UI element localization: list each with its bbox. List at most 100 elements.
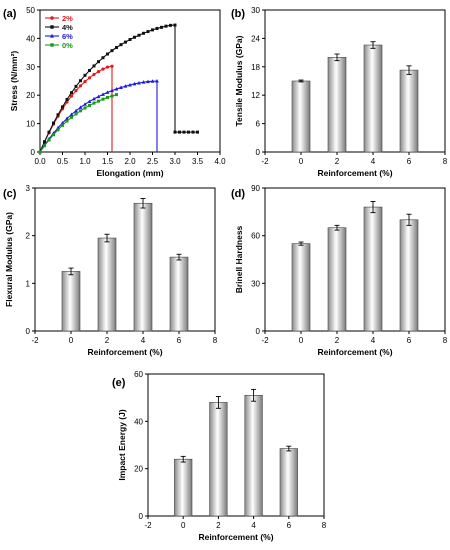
series-point (178, 130, 181, 134)
bar (327, 227, 347, 332)
series-point (164, 24, 168, 28)
x-tick-label: 2.5 (147, 157, 159, 166)
series-point (38, 150, 42, 154)
series-point (83, 102, 87, 106)
series-point (114, 86, 119, 91)
series-point (92, 96, 96, 101)
x-axis-label: Reinforcement (%) (317, 347, 392, 357)
series-point (87, 76, 92, 80)
plot-frame (264, 9, 446, 153)
x-tick-label: 3.0 (169, 157, 181, 166)
series-point (47, 130, 51, 134)
x-tick-label: 2 (216, 521, 221, 530)
series-point (182, 130, 186, 134)
panel-label: (b) (231, 8, 245, 20)
series-point (110, 64, 114, 68)
x-tick-label: 6 (287, 521, 292, 530)
bar (61, 271, 81, 332)
bar (209, 402, 228, 517)
y-tick-label: 24 (251, 34, 260, 43)
legend-swatch-marker (50, 25, 54, 29)
x-axis-label: Elongation (mm) (96, 168, 163, 178)
series-point (74, 89, 78, 93)
bar (363, 44, 383, 153)
y-tick-label: 0 (256, 148, 261, 157)
panel-label: (e) (112, 377, 126, 389)
series-point (160, 25, 163, 29)
series-point (173, 130, 177, 134)
series-point (74, 112, 78, 116)
x-axis-label: Reinforcement (%) (317, 168, 392, 178)
series-point (187, 130, 190, 134)
legend-swatch-marker (50, 16, 54, 20)
y-axis-label: Tensile Modulus (GPa) (234, 35, 244, 126)
x-tick-label: -2 (261, 336, 269, 345)
series-point (78, 105, 83, 109)
x-tick-label: 0 (69, 336, 74, 345)
y-tick-label: 20 (26, 91, 35, 100)
x-tick-label: 2 (105, 336, 110, 345)
series-point (110, 88, 114, 93)
y-tick-label: 30 (26, 63, 35, 72)
series-point (65, 97, 69, 101)
x-tick-label: 0.0 (34, 157, 46, 166)
series-point (52, 121, 55, 125)
series-point (88, 68, 91, 72)
x-tick-label: 8 (213, 336, 218, 345)
series-point (137, 80, 141, 85)
series-point (124, 40, 127, 44)
series-point (123, 84, 128, 88)
x-tick-label: -2 (261, 157, 269, 166)
legend-swatch-marker (50, 33, 54, 38)
series-point (97, 60, 100, 64)
plot-frame (34, 187, 216, 332)
plot-frame (147, 373, 325, 517)
series-point (52, 133, 55, 137)
x-tick-label: 8 (322, 521, 327, 530)
series-point (128, 82, 132, 87)
series-point (43, 140, 46, 144)
series-point (87, 99, 92, 103)
bar (97, 237, 117, 332)
bar (291, 243, 311, 332)
legend-label: 2% (62, 14, 73, 23)
x-tick-label: 1.0 (79, 157, 91, 166)
series-point (106, 52, 109, 56)
series-point (196, 130, 199, 134)
x-tick-label: 8 (443, 336, 448, 345)
x-tick-label: 2 (335, 336, 340, 345)
series-point (92, 72, 96, 77)
y-tick-label: 3 (26, 184, 31, 193)
series-point (150, 79, 155, 83)
y-tick-label: 30 (251, 279, 260, 288)
series-point (83, 106, 87, 110)
series-point (97, 99, 100, 103)
y-tick-label: 60 (134, 370, 143, 379)
series-point (70, 91, 73, 95)
y-axis-label: Brinell Hardness (234, 225, 244, 293)
y-tick-label: 50 (26, 6, 35, 15)
series-point (65, 119, 69, 123)
series-point (83, 79, 87, 84)
bar (399, 219, 419, 332)
series-point (101, 97, 105, 101)
y-axis-label: Flexural Modulus (GPa) (4, 212, 14, 307)
x-tick-label: 4 (371, 157, 376, 166)
series-point (96, 70, 101, 74)
legend-label: 6% (62, 32, 73, 41)
bar (363, 206, 383, 332)
series-line (39, 94, 117, 153)
series-point (106, 95, 109, 99)
x-tick-label: 4 (141, 336, 146, 345)
x-tick-label: 6 (177, 336, 182, 345)
bar (133, 202, 153, 332)
series-point (142, 31, 145, 35)
y-axis-label: Stress (N/mm²) (9, 51, 19, 112)
series-point (88, 103, 91, 107)
y-tick-label: 12 (251, 91, 260, 100)
legend-swatch-marker (50, 43, 54, 47)
series-point (151, 28, 154, 32)
series-point (141, 80, 146, 84)
series-point (96, 94, 101, 99)
